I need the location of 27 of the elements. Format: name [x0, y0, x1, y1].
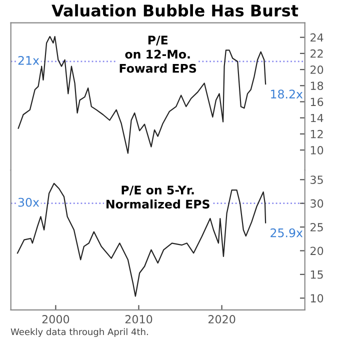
y-tick-label: 10 — [310, 146, 324, 154]
ref-line-label: 30x — [18, 198, 40, 207]
y-tick-label: 30 — [310, 199, 324, 208]
y-tick-label: 24 — [310, 33, 324, 42]
y-tick-label: 16 — [310, 98, 324, 106]
y-tick-label: 22 — [310, 49, 323, 58]
annotation: 25.9x — [270, 228, 303, 238]
x-tick-label: 2020 — [208, 315, 236, 324]
annotation: 18.2x — [271, 90, 303, 99]
y-tick-label: 15 — [310, 270, 323, 279]
y-tick-label: 35 — [310, 176, 323, 184]
text: Weekly data through April 4th. — [10, 328, 148, 337]
y-tick-label: 18 — [310, 82, 324, 90]
y-tick-label: 20 — [310, 246, 324, 256]
annotation: P/E on 12-Mo. Foward EPS — [120, 36, 196, 73]
annotation: P/E on 5-Yr. Normalized EPS — [106, 186, 210, 209]
line-series — [18, 36, 266, 154]
line-series — [16, 182, 266, 297]
x-tick-label: 2010 — [125, 315, 152, 324]
ref-line-label: 21x — [18, 56, 40, 65]
y-tick-label: 14 — [310, 114, 324, 122]
x-tick-label: 2000 — [42, 315, 70, 324]
y-tick-label: 20 — [310, 66, 324, 74]
y-tick-label: 25 — [310, 223, 323, 232]
y-tick-label: 12 — [310, 130, 323, 138]
y-tick-label: 10 — [310, 294, 324, 302]
chart-title: Valuation Bubble Has Burst — [52, 4, 298, 17]
